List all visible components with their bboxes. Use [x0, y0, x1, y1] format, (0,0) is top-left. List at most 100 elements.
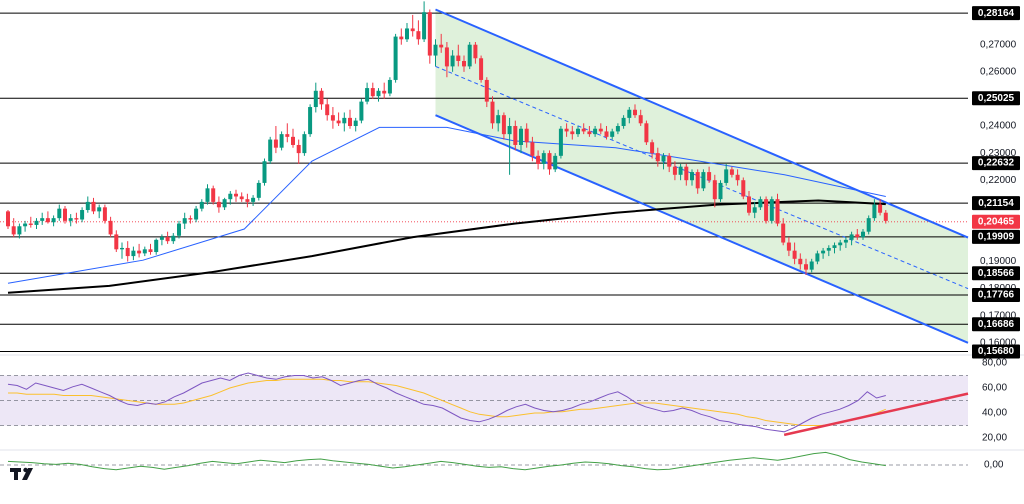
candle-body[interactable]: [627, 109, 632, 118]
candle-body[interactable]: [125, 247, 130, 257]
channel-upper-line[interactable]: [435, 8, 969, 239]
candle-body[interactable]: [51, 218, 56, 223]
candle-body[interactable]: [615, 126, 620, 132]
candle-body[interactable]: [211, 188, 216, 202]
candle-body[interactable]: [462, 60, 466, 67]
candle-body[interactable]: [513, 126, 518, 145]
candle-body[interactable]: [342, 117, 347, 124]
candle-body[interactable]: [741, 180, 746, 197]
candle-body[interactable]: [752, 207, 757, 213]
candle-body[interactable]: [251, 197, 256, 202]
candle-body[interactable]: [798, 258, 803, 265]
candle-body[interactable]: [849, 234, 854, 240]
candle-body[interactable]: [832, 245, 837, 248]
candle-body[interactable]: [826, 247, 831, 251]
candle-body[interactable]: [861, 231, 865, 238]
candle-body[interactable]: [672, 166, 677, 175]
candle-body[interactable]: [564, 128, 569, 132]
candle-body[interactable]: [519, 128, 523, 145]
candle-body[interactable]: [256, 182, 261, 198]
candle-body[interactable]: [336, 120, 341, 124]
candle-body[interactable]: [422, 12, 427, 40]
candle-body[interactable]: [74, 218, 79, 220]
candle-body[interactable]: [650, 142, 655, 154]
candle-body[interactable]: [319, 90, 324, 105]
candle-body[interactable]: [536, 155, 541, 164]
candle-body[interactable]: [63, 208, 67, 221]
candle-body[interactable]: [296, 144, 301, 154]
candle-body[interactable]: [234, 193, 238, 197]
candle-body[interactable]: [633, 109, 637, 116]
candle-body[interactable]: [866, 218, 871, 232]
candle-body[interactable]: [587, 131, 592, 135]
level-tag[interactable]: [972, 156, 1020, 171]
candle-body[interactable]: [97, 207, 102, 212]
candle-body[interactable]: [729, 169, 734, 175]
moving-average-short[interactable]: [7, 126, 886, 284]
candle-body[interactable]: [433, 44, 438, 56]
candle-body[interactable]: [598, 128, 603, 132]
candle-body[interactable]: [775, 199, 780, 224]
momentum-pane[interactable]: [0, 451, 968, 471]
price-axis[interactable]: 0,27000 0,26000 0,24000 0,23000 0,22000 0,190…: [972, 6, 1020, 471]
candle-body[interactable]: [262, 161, 267, 183]
candle-body[interactable]: [165, 237, 170, 242]
candle-body[interactable]: [416, 31, 421, 40]
candle-body[interactable]: [712, 180, 717, 200]
candle-body[interactable]: [291, 136, 295, 145]
candle-body[interactable]: [85, 201, 90, 211]
candle-body[interactable]: [838, 242, 843, 246]
candle-body[interactable]: [872, 204, 877, 219]
candle-body[interactable]: [878, 204, 883, 213]
candle-body[interactable]: [570, 131, 575, 135]
candle-body[interactable]: [695, 172, 700, 189]
candle-body[interactable]: [268, 139, 273, 162]
candle-body[interactable]: [769, 199, 774, 221]
candle-body[interactable]: [855, 234, 860, 238]
candle-body[interactable]: [45, 218, 50, 223]
candle-body[interactable]: [108, 220, 113, 235]
candle-body[interactable]: [667, 155, 672, 167]
candle-body[interactable]: [558, 128, 563, 156]
candle-body[interactable]: [399, 36, 404, 40]
candle-body[interactable]: [467, 44, 472, 67]
level-tag[interactable]: [972, 6, 1020, 21]
candle-body[interactable]: [359, 101, 364, 121]
candle-body[interactable]: [638, 115, 643, 124]
candle-body[interactable]: [17, 226, 22, 235]
candle-body[interactable]: [815, 253, 820, 262]
candle-body[interactable]: [707, 172, 712, 181]
candle-body[interactable]: [644, 123, 649, 143]
candle-body[interactable]: [530, 142, 535, 156]
candle-body[interactable]: [353, 120, 358, 127]
candle-body[interactable]: [205, 188, 210, 202]
candle-body[interactable]: [279, 134, 284, 148]
candle-body[interactable]: [524, 128, 529, 143]
candle-body[interactable]: [154, 239, 159, 253]
candle-body[interactable]: [114, 234, 119, 250]
candle-body[interactable]: [718, 182, 723, 200]
candle-body[interactable]: [23, 223, 28, 227]
candle-body[interactable]: [821, 250, 826, 254]
candle-body[interactable]: [473, 44, 478, 59]
rsi-pane[interactable]: [0, 372, 1024, 451]
candle-body[interactable]: [507, 126, 512, 135]
candle-body[interactable]: [427, 12, 432, 56]
candle-body[interactable]: [496, 115, 501, 124]
candle-body[interactable]: [194, 208, 199, 220]
candle-body[interactable]: [273, 139, 278, 148]
candle-body[interactable]: [804, 264, 808, 270]
candle-body[interactable]: [576, 128, 580, 135]
candle-body[interactable]: [137, 250, 142, 254]
candle-body[interactable]: [11, 226, 16, 235]
candle-body[interactable]: [302, 134, 307, 154]
level-tag[interactable]: [972, 196, 1020, 211]
candle-body[interactable]: [547, 153, 552, 170]
candle-body[interactable]: [553, 155, 558, 170]
candle-body[interactable]: [786, 242, 791, 251]
candle-body[interactable]: [216, 201, 221, 208]
candle-body[interactable]: [758, 199, 763, 208]
candle-body[interactable]: [245, 199, 250, 202]
price-pane[interactable]: [0, 1, 1024, 356]
momentum-line[interactable]: [7, 451, 886, 471]
